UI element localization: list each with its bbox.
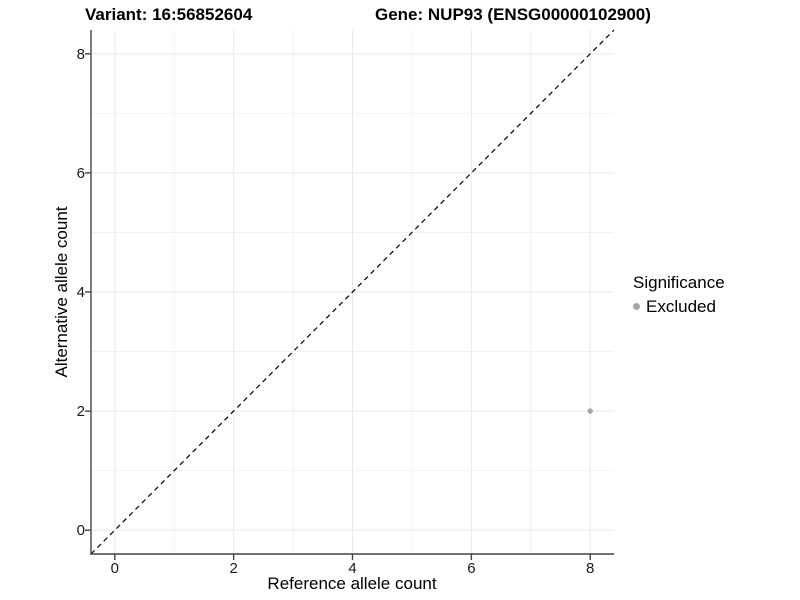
x-tick-label: 4	[348, 560, 357, 577]
data-point-excluded	[587, 408, 593, 414]
x-tick-label: 2	[229, 560, 238, 577]
x-tick-label: 0	[110, 560, 119, 577]
identity-reference-line	[90, 29, 615, 555]
x-tick-label: 8	[586, 560, 595, 577]
y-tick-label: 6	[76, 164, 85, 182]
y-tick-label: 8	[76, 45, 85, 63]
legend-title: Significance	[633, 273, 725, 292]
y-tick-label: 2	[76, 403, 85, 421]
x-tick-label: 6	[467, 560, 476, 577]
legend-point-icon	[633, 303, 640, 310]
legend-item-label: Excluded	[646, 297, 716, 316]
y-tick-label: 0	[76, 522, 85, 540]
variant-title: Variant: 16:56852604	[85, 5, 253, 24]
gene-title: Gene: NUP93 (ENSG00000102900)	[375, 5, 651, 24]
x-axis-label: Reference allele count	[267, 574, 437, 593]
legend: Significance Excluded	[633, 272, 725, 317]
y-tick-label: 4	[76, 284, 85, 301]
legend-item-excluded: Excluded	[633, 296, 725, 317]
